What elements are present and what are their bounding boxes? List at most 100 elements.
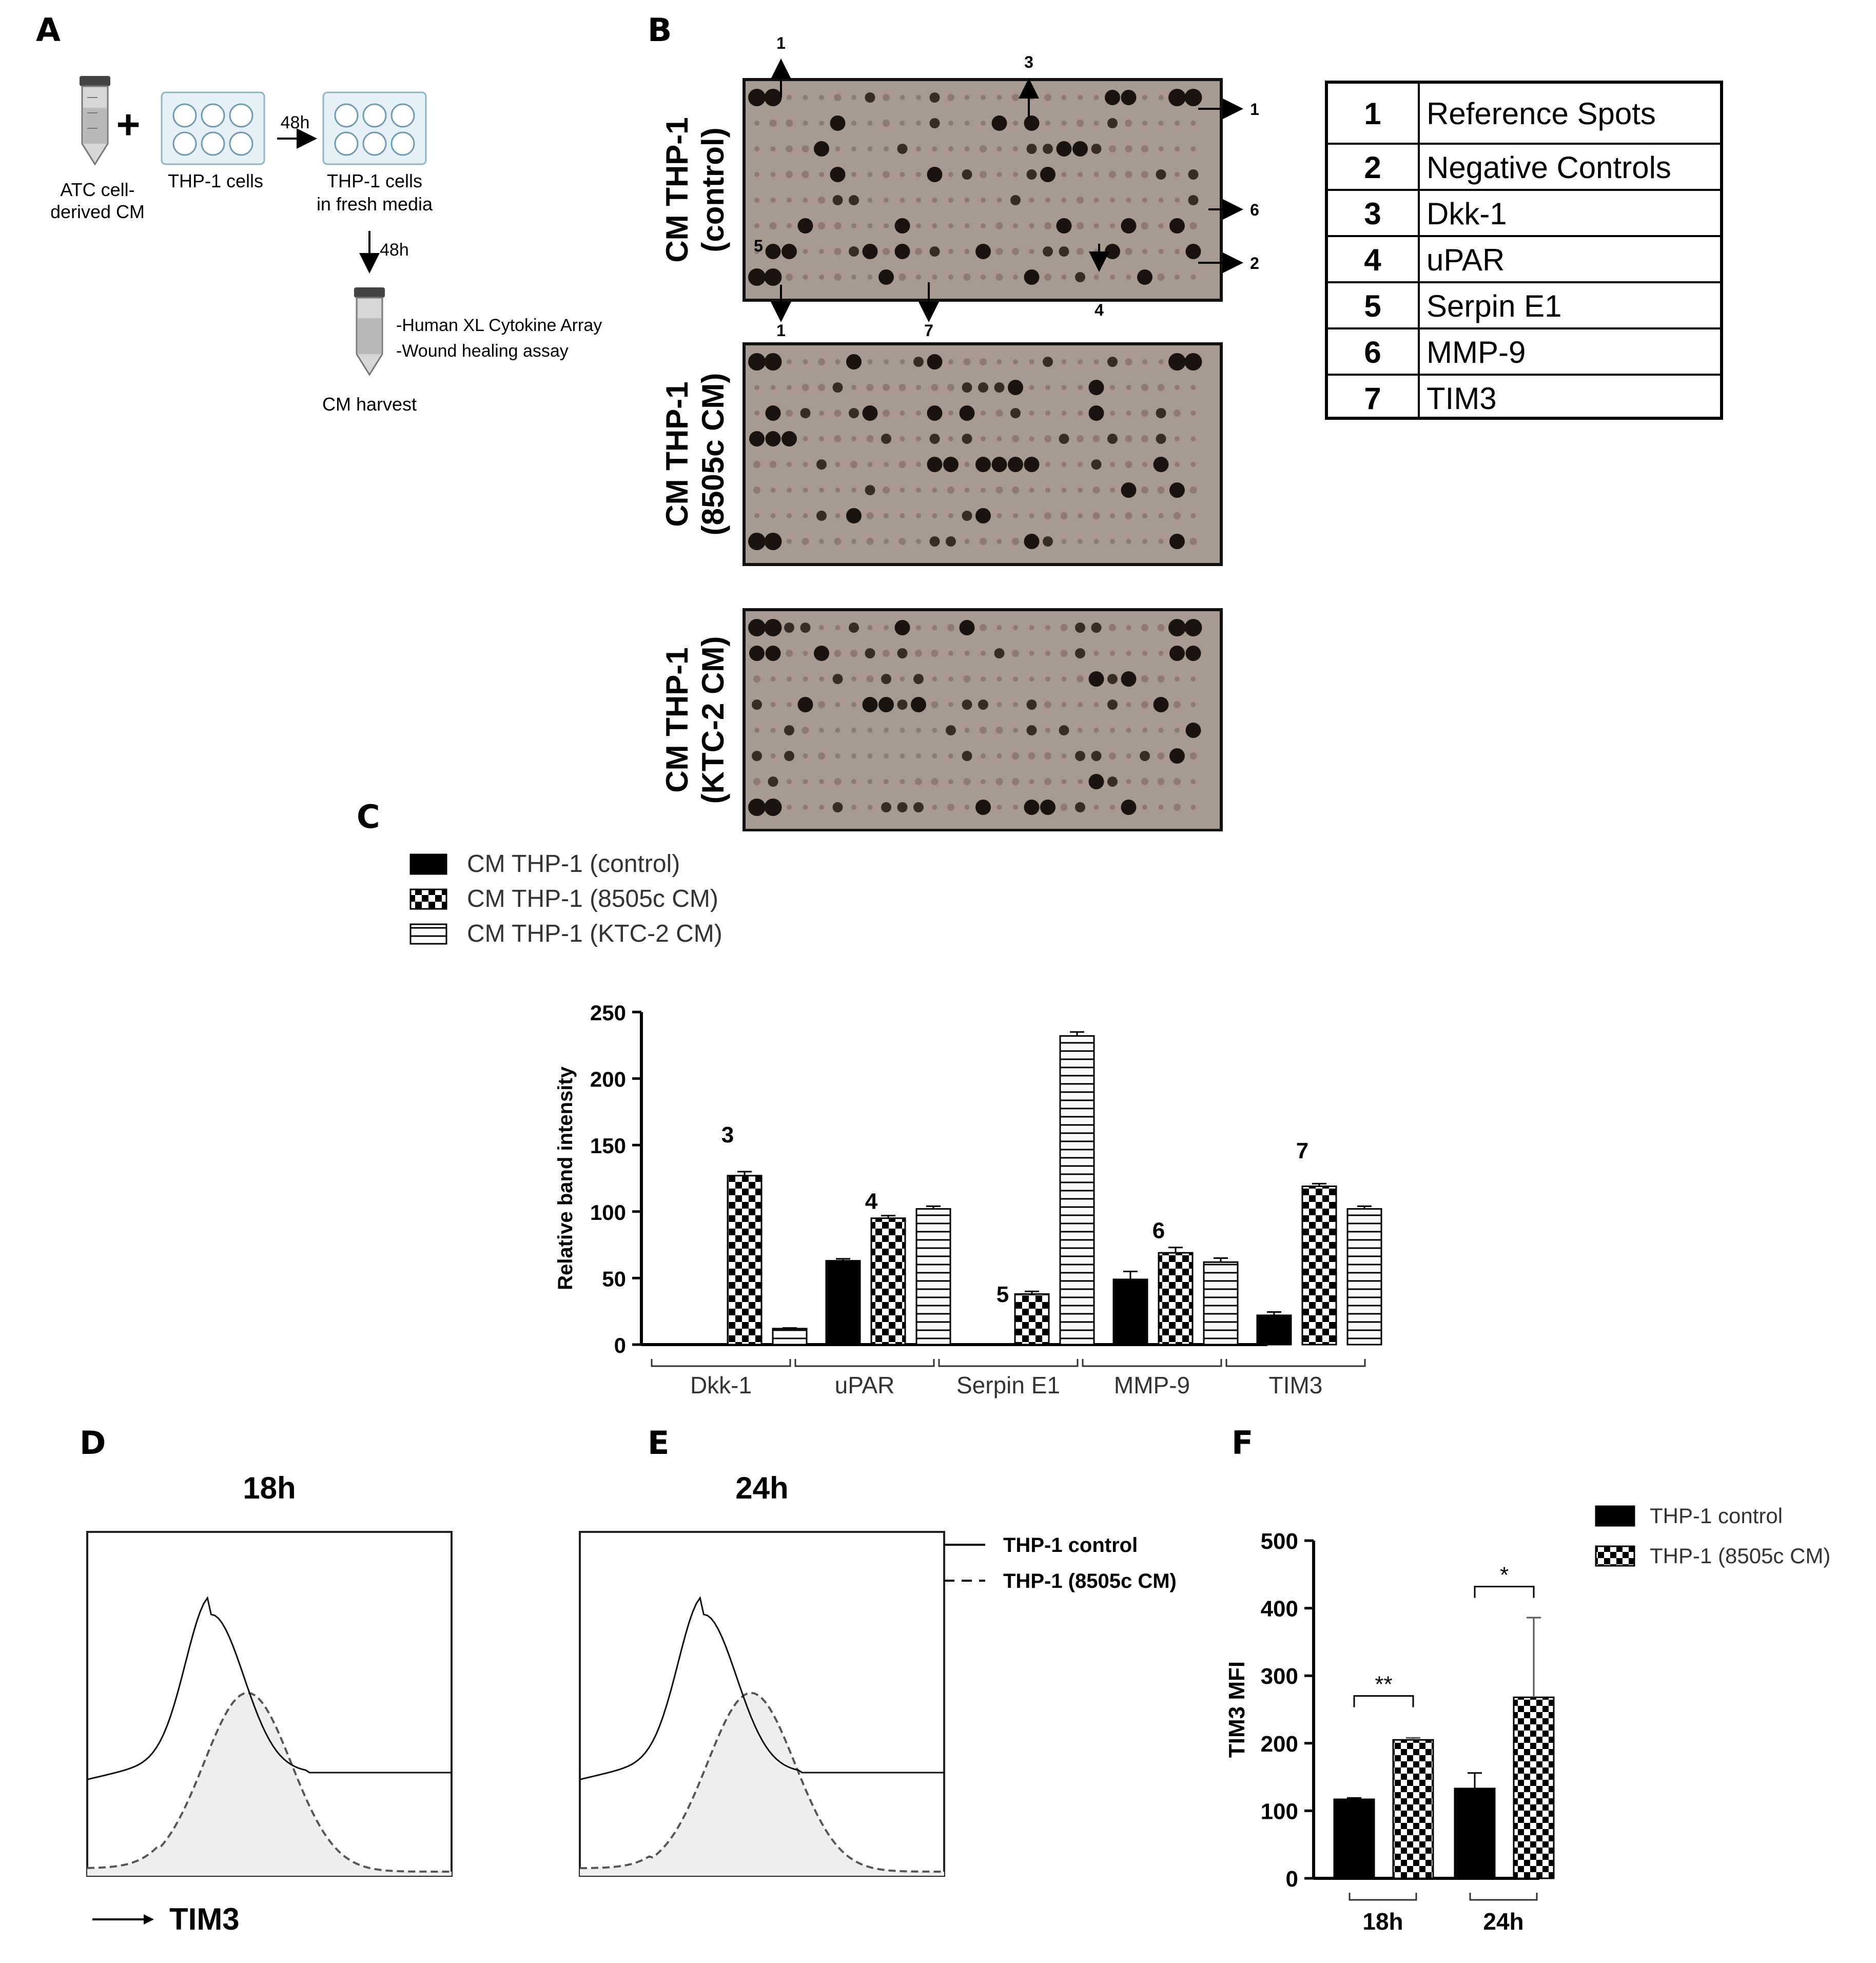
blot-spot xyxy=(916,513,921,518)
blot-spot xyxy=(1061,676,1067,682)
y-tick-label: 500 xyxy=(1261,1529,1298,1554)
blot-spot xyxy=(1190,513,1196,518)
blot-spot xyxy=(980,171,987,178)
blot-spot xyxy=(1142,359,1147,364)
blot-spot xyxy=(996,539,1002,544)
blot-spot xyxy=(975,457,991,472)
group-annotation: 5 xyxy=(996,1282,1009,1307)
blot-spot xyxy=(884,753,889,759)
blot-spot xyxy=(1024,115,1040,131)
blot-spot xyxy=(787,198,792,203)
blot-spot xyxy=(959,620,975,635)
blot-spot xyxy=(1158,805,1164,810)
histogram-title: 24h xyxy=(735,1471,788,1505)
blot-spot xyxy=(980,538,987,545)
y-tick-label: 100 xyxy=(1261,1799,1298,1824)
blot-spot xyxy=(851,779,856,784)
blot-spot xyxy=(1126,651,1131,656)
y-tick-label: 100 xyxy=(590,1200,626,1225)
blot-spot xyxy=(995,778,1003,785)
blot-spot xyxy=(832,195,843,205)
blot-spot xyxy=(884,728,889,733)
blot-spot xyxy=(1175,275,1180,280)
blot-spot xyxy=(851,676,856,682)
blot-spot xyxy=(1110,651,1115,656)
blot-spot xyxy=(1093,275,1099,280)
blot-spot xyxy=(884,462,889,467)
legend-row-number: 3 xyxy=(1364,197,1381,231)
callout-5: 5 xyxy=(754,237,763,255)
blot-label-control-line1: CM THP-1 xyxy=(660,117,694,262)
bar-18h-1 xyxy=(1392,1739,1434,1879)
blot-spot xyxy=(1026,144,1037,154)
blot-spot xyxy=(900,172,905,177)
blot-spot xyxy=(948,753,953,759)
blot-spot xyxy=(1169,218,1185,234)
blot-spot xyxy=(1142,513,1147,518)
blot-spot xyxy=(996,359,1002,364)
blot-spot xyxy=(927,457,943,472)
blot-spot xyxy=(964,223,970,228)
blot-spot xyxy=(1107,776,1118,787)
blot-spot xyxy=(995,487,1003,494)
blot-spot xyxy=(1091,751,1102,761)
blot-spot xyxy=(1043,536,1053,547)
blot-spot xyxy=(803,805,808,810)
blot-spot xyxy=(1029,488,1034,493)
blot-spot xyxy=(995,222,1003,229)
blot-spot xyxy=(851,95,856,100)
assay-line1: -Human XL Cytokine Array xyxy=(396,316,602,335)
blot-spot xyxy=(996,172,1002,177)
panel-label-a: A xyxy=(36,11,61,49)
blot-spot xyxy=(1024,534,1040,549)
blot-spot xyxy=(1043,144,1053,154)
blot-spot xyxy=(749,646,765,661)
blot-spot xyxy=(975,800,991,815)
blot-spot xyxy=(1175,172,1180,177)
blot-spot xyxy=(978,699,988,710)
blot-spot xyxy=(1142,121,1147,126)
blot-spot xyxy=(835,753,841,759)
blot-spot xyxy=(1184,619,1202,636)
blot-spot xyxy=(1175,462,1180,467)
legend-row-label: Serpin E1 xyxy=(1426,289,1562,323)
plate2-label-line2: in fresh media xyxy=(317,193,433,215)
y-tick-label: 0 xyxy=(1286,1867,1298,1892)
blot-spot xyxy=(787,676,792,682)
blot-spot xyxy=(803,513,808,518)
blot-spot xyxy=(932,805,937,810)
blot-spot xyxy=(931,778,939,785)
blot-spot xyxy=(1110,462,1115,467)
blot-spot xyxy=(1125,461,1132,468)
blot-spot xyxy=(1110,198,1115,203)
blot-spot xyxy=(834,650,842,657)
blot-spot xyxy=(897,144,908,154)
blot-spot xyxy=(991,457,1007,472)
blot-spot xyxy=(1044,752,1051,760)
blot-spot xyxy=(1026,169,1037,180)
blot-spot xyxy=(1077,222,1084,229)
blot-spot xyxy=(947,624,954,631)
blot-spot xyxy=(962,751,972,761)
blot-spot xyxy=(1126,702,1131,707)
blot-spot xyxy=(981,121,986,126)
blot-spot xyxy=(846,508,862,523)
blot-spot xyxy=(964,539,970,544)
x-tick-label: uPAR xyxy=(835,1372,895,1398)
blot-spot xyxy=(1156,408,1166,418)
blot-spot xyxy=(1078,728,1083,733)
blot-spot xyxy=(867,146,873,151)
blot-spot xyxy=(1110,275,1115,280)
legend-table-border xyxy=(1325,81,1723,420)
blot-spot xyxy=(862,405,878,421)
blot-spot xyxy=(1189,487,1197,494)
blot-spot xyxy=(1105,244,1120,259)
blot-spot xyxy=(1059,246,1069,257)
blot-spot xyxy=(962,511,972,521)
blot-spot xyxy=(1013,805,1018,810)
blot-spot xyxy=(748,799,766,816)
blot-spot xyxy=(931,650,939,657)
blot-spot xyxy=(867,172,873,177)
blot-spot xyxy=(1078,539,1083,544)
blot-spot xyxy=(1153,457,1169,472)
